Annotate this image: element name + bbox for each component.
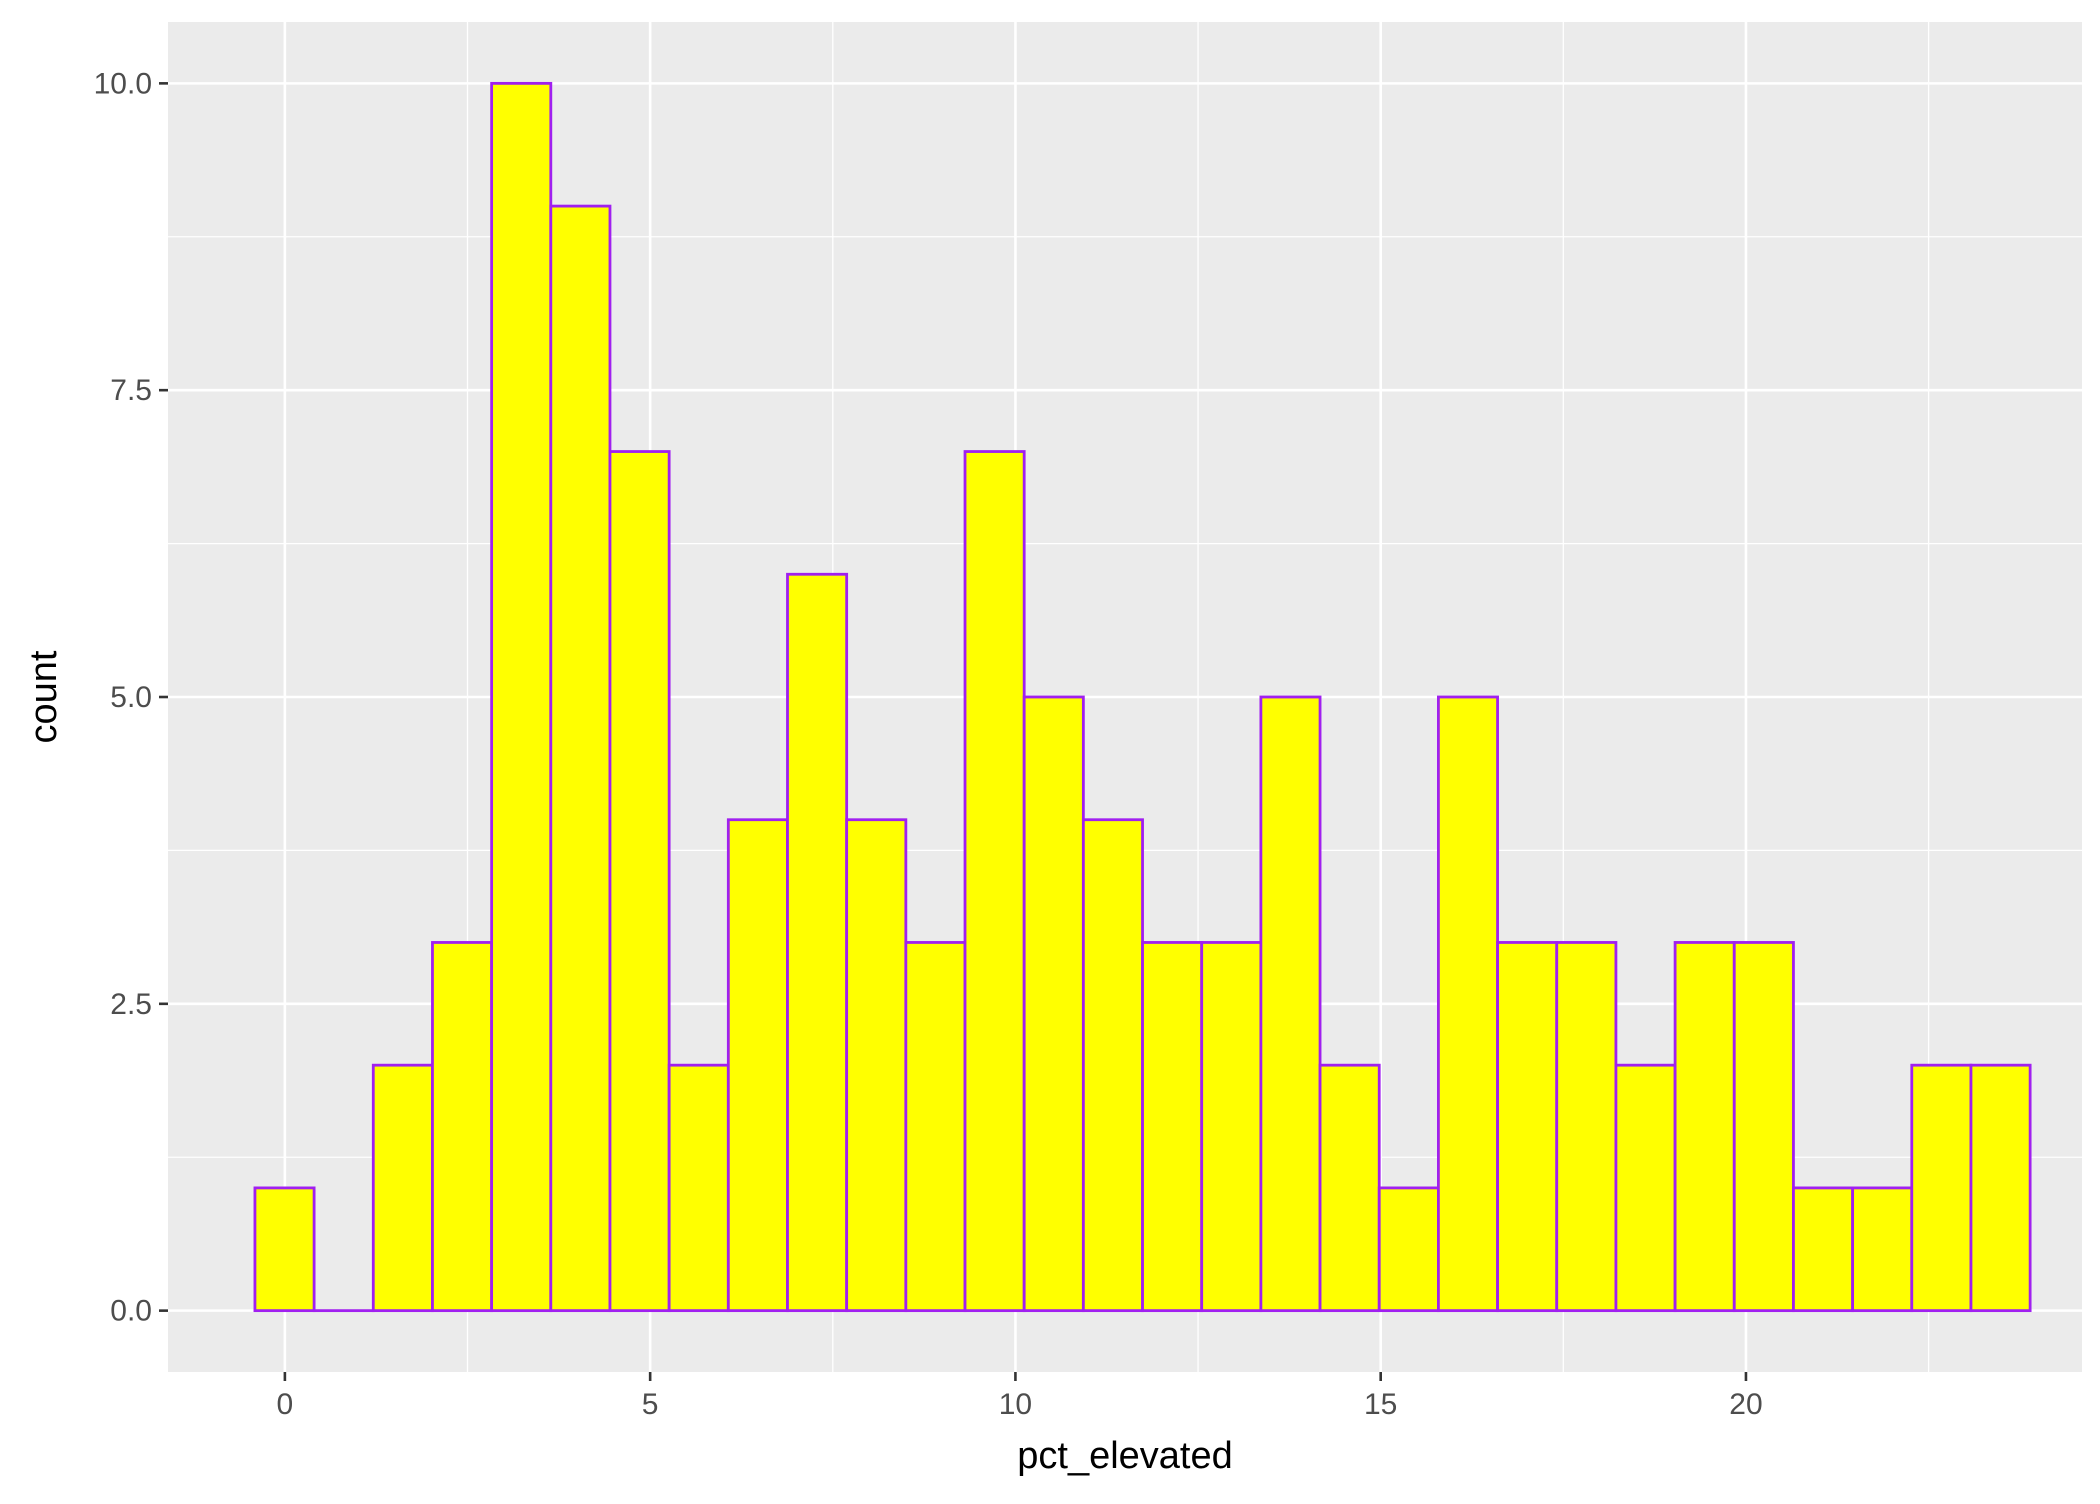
histogram-bar <box>255 1188 314 1311</box>
histogram-bar <box>1438 697 1497 1311</box>
histogram-bar <box>1320 1065 1379 1310</box>
y-tick-label: 0.0 <box>110 1295 152 1328</box>
histogram-bar <box>1143 942 1202 1310</box>
x-tick-label: 10 <box>999 1388 1032 1421</box>
histogram-bar <box>1616 1065 1675 1310</box>
histogram-bar <box>551 206 610 1311</box>
x-tick-label: 5 <box>642 1388 659 1421</box>
histogram-bar <box>1853 1188 1912 1311</box>
histogram-bar <box>1024 697 1083 1311</box>
histogram-bar <box>1793 1188 1852 1311</box>
histogram-bar <box>728 820 787 1311</box>
histogram-bar <box>1675 942 1734 1310</box>
x-tick-label: 15 <box>1364 1388 1397 1421</box>
x-tick-label: 0 <box>277 1388 294 1421</box>
histogram-bar <box>965 452 1024 1311</box>
histogram-bar <box>373 1065 432 1310</box>
histogram-bar <box>610 452 669 1311</box>
y-tick-label: 7.5 <box>110 374 152 407</box>
histogram-bar <box>847 820 906 1311</box>
histogram-bar <box>906 942 965 1310</box>
histogram-bar <box>1912 1065 1971 1310</box>
histogram-bar <box>669 1065 728 1310</box>
y-tick-label: 10.0 <box>94 67 152 100</box>
histogram-bar <box>1498 942 1557 1310</box>
histogram-bar <box>1202 942 1261 1310</box>
histogram-bar <box>432 942 491 1310</box>
histogram-bar <box>1379 1188 1438 1311</box>
histogram-bar <box>1261 697 1320 1311</box>
histogram-bar <box>492 83 551 1310</box>
y-tick-label: 2.5 <box>110 988 152 1021</box>
y-tick-label: 5.0 <box>110 681 152 714</box>
histogram-bar <box>1083 820 1142 1311</box>
histogram-bar <box>787 574 846 1310</box>
histogram-bar <box>1557 942 1616 1310</box>
histogram-bar <box>1734 942 1793 1310</box>
x-tick-label: 20 <box>1729 1388 1762 1421</box>
y-axis-title: count <box>23 650 65 743</box>
histogram-bar <box>1971 1065 2030 1310</box>
x-axis-title: pct_elevated <box>1017 1435 1233 1477</box>
